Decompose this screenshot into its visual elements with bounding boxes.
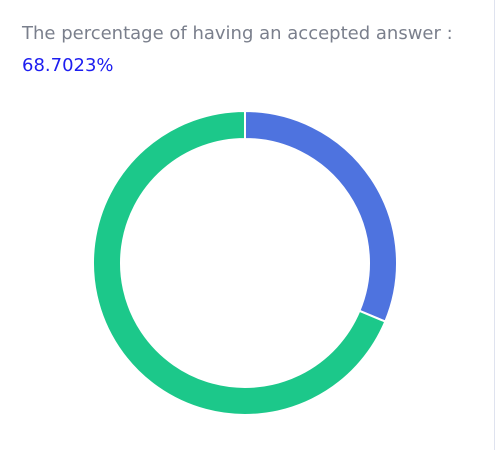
stat-value: 68.7023% [22, 55, 114, 76]
donut-chart-svg [92, 109, 398, 416]
donut-chart [90, 108, 400, 418]
donut-slice-0[interactable] [244, 109, 398, 323]
donut-slice-1[interactable] [92, 109, 387, 416]
stat-label: The percentage of having an accepted ans… [22, 23, 453, 44]
